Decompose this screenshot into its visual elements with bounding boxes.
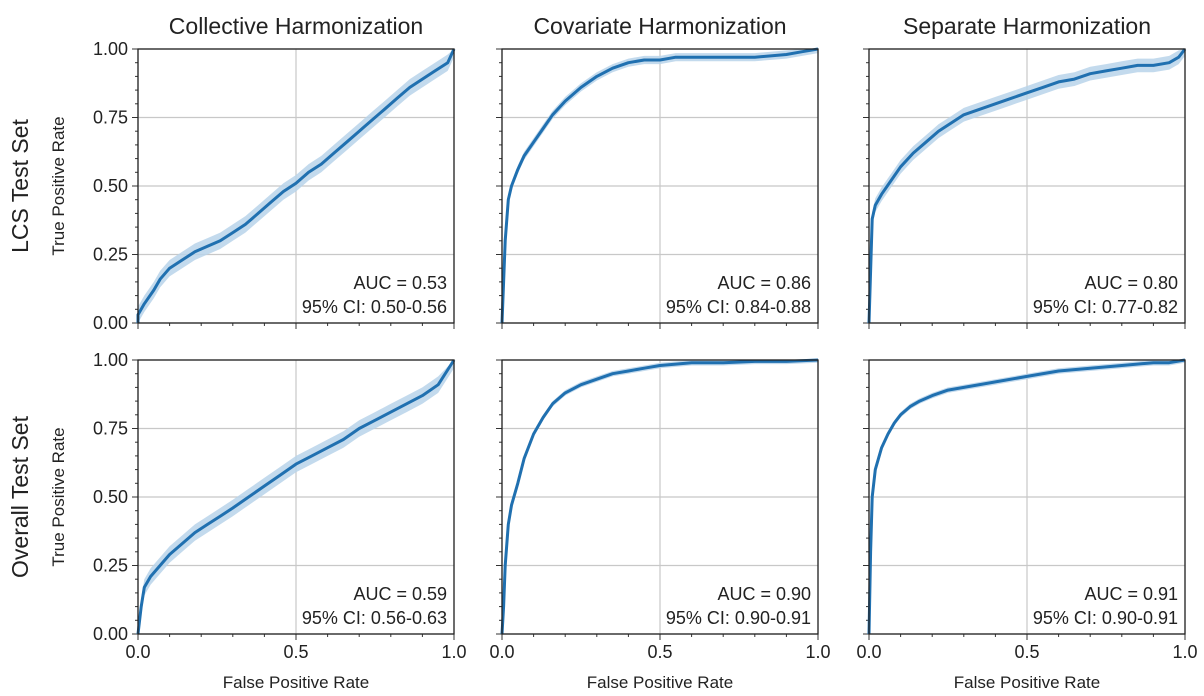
x-tick-label: 0.5	[283, 642, 308, 662]
y-tick-label: 0.50	[93, 487, 128, 507]
plot-frame	[501, 48, 819, 324]
y-axis-label: True Positive Rate	[49, 116, 68, 255]
roc-curve	[867, 48, 1187, 324]
plot-frame	[501, 359, 819, 635]
y-tick-label: 0.75	[93, 419, 128, 439]
roc-panel	[132, 48, 456, 329]
y-tick-label: 0.75	[93, 108, 128, 128]
y-tick-label: 1.00	[93, 39, 128, 59]
ci-annotation: 95% CI: 0.84-0.88	[666, 297, 811, 317]
ci-annotation: 95% CI: 0.50-0.56	[302, 297, 447, 317]
x-tick-label: 1.0	[441, 642, 466, 662]
roc-panel	[496, 358, 819, 640]
y-tick-label: 1.00	[93, 350, 128, 370]
auc-annotation: AUC = 0.91	[1084, 584, 1178, 604]
ci-band	[138, 360, 454, 634]
plot-frame	[868, 359, 1186, 635]
y-tick-label: 0.25	[93, 556, 128, 576]
auc-annotation: AUC = 0.53	[353, 273, 447, 293]
auc-annotation: AUC = 0.90	[717, 584, 811, 604]
plot-frame	[137, 48, 455, 324]
ci-annotation: 95% CI: 0.90-0.91	[666, 608, 811, 628]
column-title: Covariate Harmonization	[533, 13, 786, 39]
ci-annotation: 95% CI: 0.90-0.91	[1033, 608, 1178, 628]
roc-curve	[500, 47, 819, 324]
x-tick-label: 0.0	[489, 642, 514, 662]
x-tick-label: 1.0	[1172, 642, 1197, 662]
x-axis-label: False Positive Rate	[223, 673, 369, 692]
x-tick-label: 0.0	[856, 642, 881, 662]
x-tick-label: 1.0	[805, 642, 830, 662]
plot-frame	[137, 359, 455, 635]
ci-annotation: 95% CI: 0.56-0.63	[302, 608, 447, 628]
roc-curve	[500, 358, 819, 635]
x-axis-label: False Positive Rate	[587, 673, 733, 692]
roc-panel	[863, 358, 1186, 640]
y-tick-label: 0.25	[93, 245, 128, 265]
roc-panel	[496, 47, 819, 329]
roc-panel	[863, 48, 1187, 329]
column-title: Collective Harmonization	[169, 13, 423, 39]
y-tick-label: 0.50	[93, 176, 128, 196]
row-title: Overall Test Set	[7, 415, 33, 578]
roc-curve	[867, 358, 1186, 635]
x-axis-label: False Positive Rate	[954, 673, 1100, 692]
roc-curve	[136, 359, 456, 635]
auc-annotation: AUC = 0.80	[1084, 273, 1178, 293]
x-tick-label: 0.5	[647, 642, 672, 662]
y-tick-label: 0.00	[93, 313, 128, 333]
y-axis-label: True Positive Rate	[49, 427, 68, 566]
plot-frame	[868, 48, 1186, 324]
ci-annotation: 95% CI: 0.77-0.82	[1033, 297, 1178, 317]
x-tick-label: 0.5	[1014, 642, 1039, 662]
roc-curve	[136, 48, 456, 323]
auc-annotation: AUC = 0.59	[353, 584, 447, 604]
auc-annotation: AUC = 0.86	[717, 273, 811, 293]
row-title: LCS Test Set	[7, 118, 33, 252]
roc-panel	[132, 359, 456, 640]
x-tick-label: 0.0	[125, 642, 150, 662]
column-title: Separate Harmonization	[903, 13, 1151, 39]
y-tick-label: 0.00	[93, 624, 128, 644]
